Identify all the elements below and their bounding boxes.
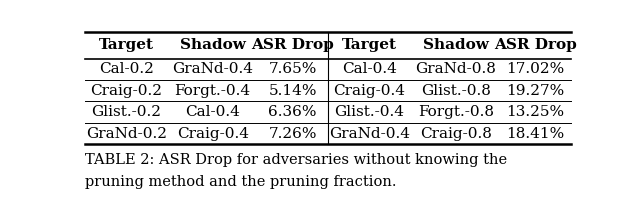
Text: 19.27%: 19.27% (506, 84, 564, 98)
Text: Glist.-0.8: Glist.-0.8 (420, 84, 491, 98)
Text: GraNd-0.8: GraNd-0.8 (415, 62, 496, 76)
Text: Cal-0.2: Cal-0.2 (99, 62, 154, 76)
Text: Craig-0.4: Craig-0.4 (333, 84, 406, 98)
Text: 7.65%: 7.65% (268, 62, 317, 76)
Text: Craig-0.4: Craig-0.4 (177, 127, 248, 141)
Text: 5.14%: 5.14% (268, 84, 317, 98)
Text: 13.25%: 13.25% (507, 105, 564, 119)
Text: Cal-0.4: Cal-0.4 (342, 62, 397, 76)
Text: 7.26%: 7.26% (268, 127, 317, 141)
Text: GraNd-0.2: GraNd-0.2 (86, 127, 167, 141)
Text: pruning method and the pruning fraction.: pruning method and the pruning fraction. (85, 175, 396, 189)
Text: 17.02%: 17.02% (506, 62, 564, 76)
Text: ASR Drop: ASR Drop (494, 38, 577, 52)
Text: Forgt.-0.8: Forgt.-0.8 (418, 105, 493, 119)
Text: 18.41%: 18.41% (506, 127, 564, 141)
Text: Glist.-0.4: Glist.-0.4 (335, 105, 404, 119)
Text: ASR Drop: ASR Drop (252, 38, 334, 52)
Text: Shadow: Shadow (180, 38, 246, 52)
Text: TABLE 2: ASR Drop for adversaries without knowing the: TABLE 2: ASR Drop for adversaries withou… (85, 153, 507, 167)
Text: GraNd-0.4: GraNd-0.4 (329, 127, 410, 141)
Text: GraNd-0.4: GraNd-0.4 (172, 62, 253, 76)
Text: Craig-0.2: Craig-0.2 (90, 84, 163, 98)
Text: Craig-0.8: Craig-0.8 (420, 127, 492, 141)
Text: Shadow: Shadow (423, 38, 488, 52)
Text: 6.36%: 6.36% (268, 105, 317, 119)
Text: Forgt.-0.4: Forgt.-0.4 (175, 84, 251, 98)
Text: Cal-0.4: Cal-0.4 (185, 105, 240, 119)
Text: Glist.-0.2: Glist.-0.2 (92, 105, 161, 119)
Text: Target: Target (342, 38, 397, 52)
Text: Target: Target (99, 38, 154, 52)
